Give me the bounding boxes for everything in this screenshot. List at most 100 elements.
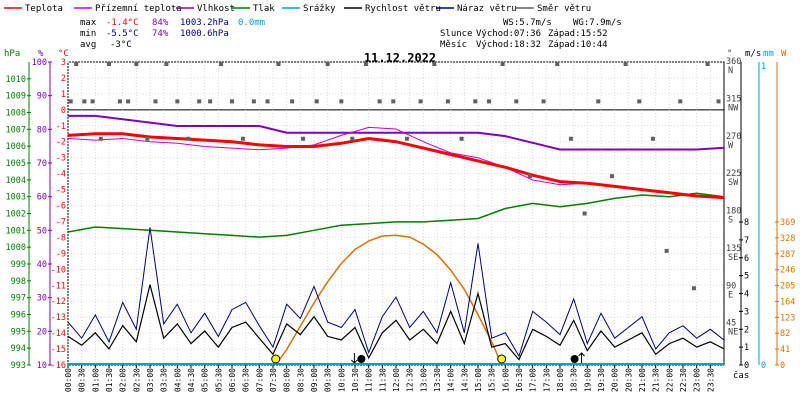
x-tick-label: 21:30 — [652, 368, 661, 392]
wind-dir-point — [219, 62, 224, 66]
stat-min-temp: -5.5°C — [106, 29, 139, 39]
legend-item-wind-dir: Směr větru — [516, 4, 591, 14]
tick-label-ms: 3 — [744, 307, 749, 317]
legend-label-ground-temp: Přízemní teplota — [95, 4, 182, 14]
tick-label-deg: 45 — [726, 319, 736, 329]
series-wind-speed — [67, 284, 725, 361]
tick-label-pct: 30 — [37, 294, 47, 304]
tick-label-pct: 80 — [37, 125, 47, 135]
x-tick-label: 04:30 — [187, 368, 196, 392]
wind-dir-point — [90, 99, 95, 104]
tick-label-dir: W — [728, 141, 734, 151]
x-tick-label: 05:00 — [201, 368, 210, 392]
x-tick-label: 11:30 — [378, 368, 387, 392]
x-tick-label: 01:00 — [91, 368, 100, 392]
tick-label-deg: 315 — [726, 94, 741, 104]
x-tick-label: 23:00 — [693, 368, 702, 392]
tick-label-c: -12 — [51, 297, 66, 307]
x-tick-label: 15:00 — [474, 368, 483, 392]
wind-dir-point — [568, 136, 573, 141]
wind-dir-point — [145, 136, 150, 141]
stat-min-humidity: 74% — [152, 29, 169, 39]
wind-gust-summary: WG:7.9m/s — [573, 18, 622, 28]
tick-label-c: 0 — [61, 106, 66, 116]
stats-block: max -1.4°C 84% 1003.2hPa 0.0mm min -5.5°… — [80, 18, 265, 50]
x-tick-label: 09:00 — [310, 368, 319, 392]
tick-label-hpa: 1008 — [6, 109, 26, 119]
legend-item-wind-speed: Rychlost větru — [344, 4, 441, 14]
axis-header-ms: m/s — [745, 49, 761, 59]
wind-dir-point — [527, 174, 532, 179]
tick-label-ms: 1 — [744, 343, 749, 353]
legend-label-wind-dir: Směr větru — [537, 4, 591, 14]
wind-dir-point — [705, 62, 710, 66]
x-tick-label: 09:30 — [324, 368, 333, 392]
tick-label-ms: 0 — [744, 361, 749, 371]
x-tick-label: 19:00 — [583, 368, 592, 392]
x-tick-label: 01:30 — [105, 368, 114, 392]
tick-label-c: -4 — [56, 170, 66, 180]
tick-label-dir: N — [728, 66, 733, 76]
sunset-time: Západ:15:52 — [548, 29, 608, 39]
tick-label-w: 0 — [780, 361, 785, 371]
legend-label-rain: Srážky — [303, 4, 336, 14]
moonrise-marker — [570, 355, 579, 363]
wind-dir-point — [186, 136, 191, 141]
tick-label-pct: 50 — [37, 226, 47, 236]
axis-headers: hPa % °C ° m/s mm W — [4, 49, 787, 59]
tick-label-c: -13 — [51, 313, 66, 323]
series-temperature — [67, 132, 725, 200]
legend-item-humidity: Vlhkost — [176, 4, 235, 14]
stat-max-pressure: 1003.2hPa — [180, 18, 229, 28]
legend-label-wind-gust: Náraz větru — [457, 4, 517, 14]
tick-label-deg: 180 — [726, 207, 741, 217]
wind-dir-point — [473, 99, 478, 104]
axis-header-deg: ° — [727, 49, 732, 59]
wind-dir-point — [445, 99, 450, 104]
x-tick-label: 19:30 — [597, 368, 606, 392]
sun-label: Slunce — [440, 29, 473, 39]
tick-label-pct: 60 — [37, 193, 47, 203]
wind-dir-point — [314, 99, 319, 104]
wind-dir-point — [208, 99, 213, 104]
x-tick-label: 08:00 — [283, 368, 292, 392]
wind-dir-point — [290, 99, 295, 104]
x-tick-label: 06:30 — [242, 368, 251, 392]
tick-label-hpa: 1007 — [6, 125, 26, 135]
tick-label-hpa: 1003 — [6, 193, 26, 203]
wind-dir-point — [650, 136, 655, 141]
tick-label-mm: 1 — [761, 62, 766, 72]
axis-header-c: °C — [58, 49, 69, 59]
tick-label-hpa: 1006 — [6, 142, 26, 152]
legend-item-temp: Teplota — [4, 4, 63, 14]
tick-label-dir: NE — [728, 328, 738, 338]
series-wind-gust — [67, 227, 725, 358]
tick-label-w: 82 — [780, 329, 790, 339]
axis-header-hpa: hPa — [4, 49, 20, 59]
x-tick-label: 00:30 — [78, 368, 87, 392]
axis-header-mm: mm — [763, 49, 774, 59]
series-humidity — [68, 114, 725, 151]
wind-dir-point — [265, 99, 270, 104]
wind-dir-point — [126, 99, 131, 104]
x-tick-label: 07:00 — [255, 368, 264, 392]
x-tick-label: 12:30 — [406, 368, 415, 392]
tick-label-w: 164 — [780, 297, 795, 307]
x-tick-label: 22:30 — [679, 368, 688, 392]
tick-label-hpa: 1002 — [6, 210, 26, 220]
wind-dir-point — [623, 62, 628, 66]
wind-dir-point — [153, 99, 158, 104]
x-tick-label: 04:00 — [173, 368, 182, 392]
tick-label-ms: 6 — [744, 254, 749, 264]
x-tick-label: 22:00 — [665, 368, 674, 392]
tick-label-ms: 8 — [744, 218, 749, 228]
moon-label: Měsíc — [440, 40, 467, 50]
stat-min-label: min — [80, 29, 96, 39]
x-tick-label: 23:30 — [706, 368, 715, 392]
x-tick-label: 10:30 — [351, 368, 360, 392]
tick-label-w: 246 — [780, 266, 795, 276]
plot-area — [67, 62, 725, 366]
left-axes: 1010100910081007100610051004100310021001… — [6, 58, 66, 371]
wind-dir-point — [678, 99, 683, 104]
